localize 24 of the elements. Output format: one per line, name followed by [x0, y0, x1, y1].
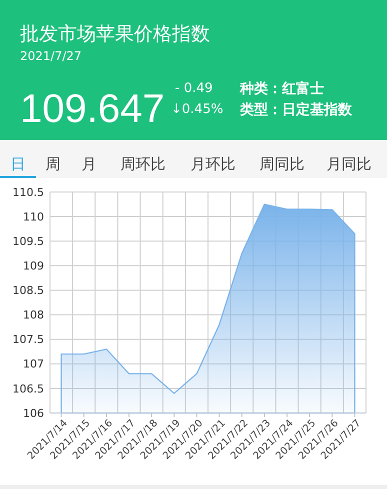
y-tick-label: 107: [23, 358, 44, 371]
text: ↓0.45%: [171, 102, 224, 117]
text: 周同比: [260, 155, 304, 173]
y-tick-label: 110.5: [12, 186, 44, 199]
chart-title: 批发市场苹果价格指数: [20, 23, 210, 45]
text: 类型：日定基指数: [239, 101, 353, 118]
chart-subtitle: 2021/7/27: [20, 49, 82, 63]
y-tick-label: 107.5: [12, 333, 44, 346]
y-tick-label: 108.5: [12, 284, 44, 298]
text: 周环比: [120, 155, 166, 173]
y-tick-label: 109: [23, 260, 44, 273]
text: 月同比: [326, 155, 372, 173]
text: 月环比: [190, 155, 236, 173]
text: 周: [46, 155, 60, 173]
y-tick-label: 108: [23, 308, 44, 322]
y-tick-label: 106: [23, 406, 44, 420]
text: - 0.49: [175, 81, 213, 96]
y-tick-label: 106.5: [12, 382, 44, 396]
y-tick-label: 110: [23, 210, 44, 224]
text: 月: [82, 155, 96, 173]
text: 109.647: [20, 87, 165, 131]
text: 种类：红富士: [239, 80, 324, 97]
text: 日: [10, 155, 26, 173]
y-tick-label: 109.5: [12, 234, 44, 248]
